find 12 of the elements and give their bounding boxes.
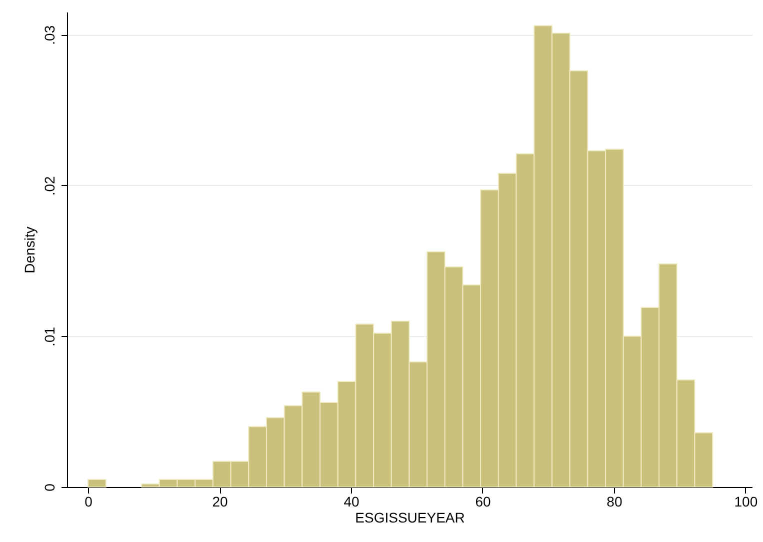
y-tick-label: .02 xyxy=(42,176,58,196)
x-tick-label: 100 xyxy=(734,494,758,510)
y-axis-title: Density xyxy=(22,226,38,274)
x-tick-label: 0 xyxy=(84,494,93,510)
x-tick-label: 20 xyxy=(212,494,228,510)
y-tick-label: .01 xyxy=(42,326,58,346)
x-tick-label: 80 xyxy=(606,494,622,510)
x-tick-label: 40 xyxy=(344,494,360,510)
x-tick-label: 60 xyxy=(475,494,491,510)
y-tick-label: 0 xyxy=(42,483,58,492)
x-axis-title: ESGISSUEYEAR xyxy=(355,510,465,526)
y-tick-label: .03 xyxy=(42,25,58,45)
